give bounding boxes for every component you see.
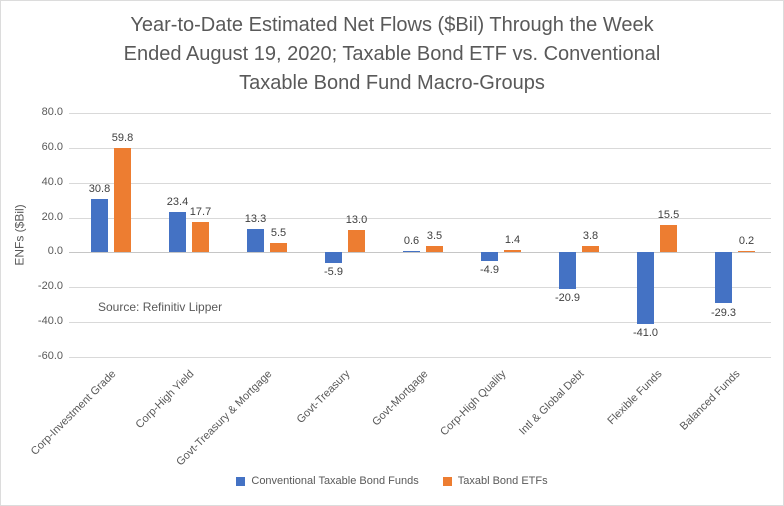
y-tick-label: -40.0 <box>37 315 63 328</box>
x-category-label: Corp-Investment Grade <box>28 368 119 458</box>
gridline <box>69 113 771 114</box>
y-tick-label: 80.0 <box>41 106 63 118</box>
legend-swatch-icon <box>442 476 452 486</box>
bar <box>91 198 108 253</box>
x-category-label: Corp-High Quality <box>438 368 509 439</box>
bar <box>114 148 131 253</box>
chart-title-line-3: Taxable Bond Fund Macro-Groups <box>239 72 545 94</box>
bar <box>715 252 732 304</box>
data-label: 59.8 <box>111 132 134 145</box>
gridline <box>69 147 771 149</box>
gridline <box>69 357 771 358</box>
bar <box>348 229 365 253</box>
data-label: 13.0 <box>345 213 368 226</box>
data-label: 3.8 <box>582 229 599 242</box>
data-label: 0.6 <box>403 235 420 248</box>
data-label: 15.5 <box>657 209 680 222</box>
x-category-label: Flexible Funds <box>605 368 665 428</box>
data-label: -29.3 <box>710 306 737 319</box>
bar <box>403 251 420 253</box>
data-label: 3.5 <box>426 230 443 243</box>
legend-item: Taxabl Bond ETFs <box>442 475 548 487</box>
gridline <box>69 322 771 324</box>
data-label: 23.4 <box>166 195 189 208</box>
gridline <box>69 287 771 289</box>
x-category-label: Govt-Treasury & Mortgage <box>174 368 275 469</box>
data-label: 17.7 <box>189 205 212 218</box>
data-label: 5.5 <box>270 226 287 239</box>
data-label: 30.8 <box>88 182 111 195</box>
y-tick-label: 20.0 <box>41 210 63 223</box>
plot-area: 30.8 23.4 13.3 -5.9 0.6 -4.9 -20.9 -41.0 -29.3 59… <box>69 113 771 358</box>
legend-item: Conventional Taxable Bond Funds <box>236 475 419 487</box>
y-tick-label: 0.0 <box>47 245 63 258</box>
x-category-label: Govt-Treasury <box>294 368 353 426</box>
bar <box>559 252 576 289</box>
bar <box>247 229 264 253</box>
data-label: -20.9 <box>554 291 581 304</box>
bar <box>270 242 287 253</box>
y-tick-label: 60.0 <box>41 140 63 153</box>
y-axis: 80.0 60.0 40.0 20.0 0.0 -20.0 -40.0 -60.0 <box>1 106 63 362</box>
chart-title: Year-to-Date Estimated Net Flows ($Bil) … <box>1 11 783 98</box>
source-note: Source: Refinitiv Lipper <box>98 300 223 314</box>
bar <box>738 251 755 253</box>
bar <box>169 211 186 253</box>
data-label: -4.9 <box>480 264 499 276</box>
bar <box>504 250 521 253</box>
data-label: -5.9 <box>324 265 343 278</box>
bar <box>582 245 599 253</box>
bar <box>637 252 654 324</box>
x-category-label: Corp-High Yield <box>133 368 197 431</box>
x-category-label: Intl & Global Debt <box>517 368 587 438</box>
x-category-label: Govt-Mortgage <box>370 368 431 429</box>
legend-label: Taxabl Bond ETFs <box>457 475 548 487</box>
y-tick-label: 40.0 <box>41 175 63 188</box>
chart-title-line-2: Ended August 19, 2020; Taxable Bond ETF … <box>123 43 661 65</box>
bar <box>481 252 498 261</box>
bar <box>426 246 443 253</box>
bar <box>192 221 209 253</box>
data-label: 13.3 <box>244 213 267 226</box>
chart-title-line-1: Year-to-Date Estimated Net Flows ($Bil) … <box>130 14 654 36</box>
data-label: 0.2 <box>738 235 755 248</box>
data-label: 1.4 <box>504 234 521 246</box>
legend-swatch-icon <box>236 476 246 486</box>
y-tick-label: -60.0 <box>37 350 63 362</box>
data-label: -41.0 <box>632 326 659 339</box>
bar <box>325 252 342 263</box>
y-tick-label: -20.0 <box>37 280 63 293</box>
legend-label: Conventional Taxable Bond Funds <box>251 475 419 487</box>
gridline <box>69 217 771 219</box>
x-category-label: Balanced Funds <box>677 368 743 433</box>
gridline <box>69 182 771 184</box>
legend: Conventional Taxable Bond Funds Taxabl Bo… <box>1 475 783 487</box>
gridline <box>69 252 771 254</box>
bar <box>660 225 677 253</box>
